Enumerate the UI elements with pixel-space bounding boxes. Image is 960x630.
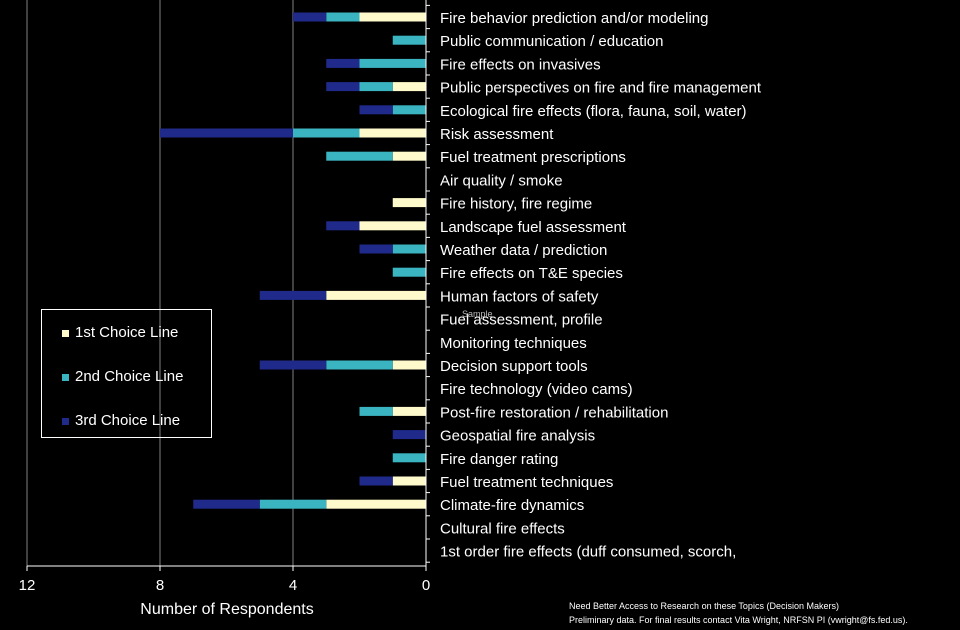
bar-first-choice — [359, 221, 426, 231]
bar-first-choice — [392, 360, 426, 370]
bar-third-choice — [259, 290, 327, 300]
legend-swatch-second — [62, 373, 69, 381]
watermark: Sample — [462, 309, 493, 319]
category-label: Fuel treatment techniques — [440, 474, 613, 491]
category-label: Ecological fire effects (flora, fauna, s… — [440, 103, 747, 120]
category-label: Decision support tools — [440, 358, 588, 375]
category-label: Fire behavior prediction and/or modeling — [440, 10, 708, 27]
bar-first-choice — [392, 82, 426, 92]
category-label: Fire history, fire regime — [440, 196, 592, 213]
bars — [160, 12, 426, 509]
category-label: Post-fire restoration / rehabilitation — [440, 404, 668, 421]
x-axis: 12 8 4 0 — [19, 0, 430, 594]
category-label: Public perspectives on fire and fire man… — [440, 80, 762, 97]
legend-label-third: 3rd Choice Line — [75, 412, 181, 429]
footnote-title: Need Better Access to Research on these … — [569, 601, 839, 611]
bar-second-choice — [326, 151, 393, 161]
category-label: Risk assessment — [440, 126, 554, 143]
x-tick-label: 4 — [289, 577, 297, 594]
bar-third-choice — [326, 82, 360, 92]
bar-first-choice — [326, 290, 426, 300]
bar-first-choice — [392, 406, 426, 416]
footnote-contact: Preliminary data. For final results cont… — [569, 615, 908, 625]
category-label: Public communication / education — [440, 33, 663, 50]
bar-second-choice — [326, 12, 360, 22]
bar-first-choice — [359, 12, 426, 22]
category-label: Fire danger rating — [440, 451, 558, 468]
bar-second-choice — [293, 128, 360, 138]
bar-third-choice — [259, 360, 327, 370]
x-tick-label: 8 — [156, 577, 164, 594]
category-label: Monitoring techniques — [440, 335, 587, 352]
category-label: Geospatial fire analysis — [440, 428, 595, 445]
bar-third-choice — [293, 12, 327, 22]
category-label: Fire technology (video cams) — [440, 381, 633, 398]
category-label: Air quality / smoke — [440, 172, 563, 189]
bar-third-choice — [326, 221, 360, 231]
legend: 1st Choice Line 2nd Choice Line 3rd Choi… — [41, 309, 212, 438]
category-label: Climate-fire dynamics — [440, 497, 584, 514]
legend-item-third: 3rd Choice Line — [62, 412, 180, 429]
category-label: Fire effects on invasives — [440, 56, 601, 73]
category-label: Fuel treatment prescriptions — [440, 149, 626, 166]
bar-second-choice — [359, 82, 393, 92]
bar-first-choice — [392, 151, 426, 161]
category-label: Landscape fuel assessment — [440, 219, 627, 236]
bar-third-choice — [392, 430, 426, 440]
legend-label-second: 2nd Choice Line — [75, 368, 184, 385]
grid-lines — [26, 0, 294, 566]
bar-first-choice — [392, 198, 426, 208]
bar-first-choice — [359, 128, 426, 138]
category-label: Fire effects on T&E species — [440, 265, 623, 282]
bar-second-choice — [359, 58, 426, 68]
bar-second-choice — [392, 244, 426, 254]
bar-second-choice — [259, 499, 327, 509]
category-labels: Fire behavior prediction and/or modeling… — [440, 10, 762, 561]
legend-item-second: 2nd Choice Line — [62, 368, 183, 385]
bar-second-choice — [392, 105, 426, 115]
legend-swatch-third — [62, 417, 69, 425]
bar-third-choice — [359, 105, 393, 115]
category-label: Human factors of safety — [440, 288, 599, 305]
bar-second-choice — [392, 453, 426, 463]
bar-second-choice — [326, 360, 393, 370]
bar-third-choice — [326, 58, 360, 68]
bar-third-choice — [359, 244, 393, 254]
category-label: 1st order fire effects (duff consumed, s… — [440, 544, 736, 561]
bar-second-choice — [359, 406, 393, 416]
x-tick-label: 0 — [422, 577, 430, 594]
legend-swatch-first — [62, 329, 69, 337]
category-label: Fuel assessment, profile — [440, 312, 603, 329]
bar-first-choice — [392, 476, 426, 486]
bar-second-choice — [392, 35, 426, 45]
legend-item-first: 1st Choice Line — [62, 324, 178, 341]
x-tick-label: 12 — [19, 577, 36, 594]
category-label: Weather data / prediction — [440, 242, 607, 259]
legend-label-first: 1st Choice Line — [75, 324, 179, 341]
bar-third-choice — [193, 499, 260, 509]
bar-first-choice — [326, 499, 426, 509]
category-label: Cultural fire effects — [440, 520, 565, 537]
bar-second-choice — [392, 267, 426, 277]
bar-third-choice — [359, 476, 393, 486]
x-axis-label: Number of Respondents — [140, 601, 313, 618]
bar-third-choice — [160, 128, 293, 138]
